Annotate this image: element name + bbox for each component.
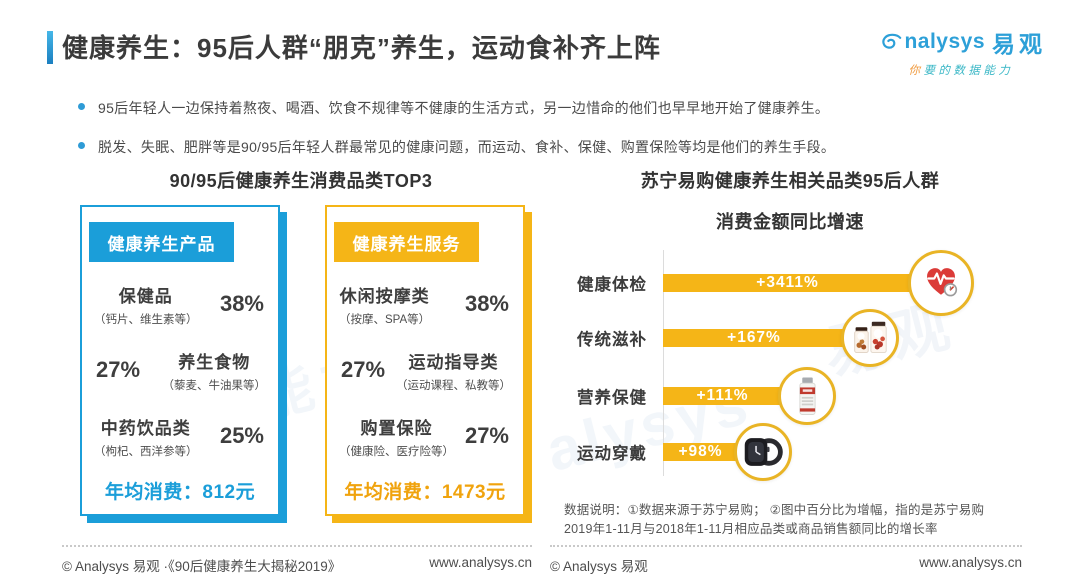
item-name: 运动指导类 bbox=[408, 352, 499, 372]
card-badge: 健康养生服务 bbox=[334, 222, 479, 262]
copyright-text: © Analysys 易观 ·《90后健康养生大揭秘2019》 bbox=[62, 559, 342, 574]
item-sub: （运动课程、私教等） bbox=[396, 379, 511, 392]
chart-axis-line bbox=[663, 250, 664, 476]
bullet-item: 95后年轻人一边保持着熬夜、喝酒、饮食不规律等不健康的生活方式，另一边惜命的他们… bbox=[78, 98, 978, 118]
card-average-spend: 年均消费：1473元 bbox=[344, 482, 506, 503]
chart-row: 健康体检 +3411% bbox=[560, 249, 1030, 316]
chart-value-label: +3411% bbox=[756, 273, 819, 291]
heart-ecg-icon bbox=[908, 249, 974, 316]
chart-category-label: 健康体检 bbox=[577, 275, 647, 294]
item-sub: （按摩、SPA等） bbox=[339, 313, 431, 326]
chart-value-label: +167% bbox=[727, 328, 781, 346]
note-line2: 2019年1-11月与2018年1-11月相应品类或商品销售额同比的增长率 bbox=[564, 521, 938, 536]
logo-brand-latin: nalysys bbox=[904, 30, 985, 53]
chart-bar: +111% bbox=[663, 386, 782, 405]
card-health-services: 健康养生服务 休闲按摩类 （按摩、SPA等） 38% 运动指导类 （运动课程、私… bbox=[325, 205, 525, 516]
item-percent: 27% bbox=[464, 423, 509, 448]
right-title-line1: 苏宁易购健康养生相关品类95后人群 bbox=[640, 171, 940, 191]
item-sub: （藜麦、牛油果等） bbox=[162, 379, 267, 392]
card-health-products: 健康养生产品 保健品 （钙片、维生素等） 38% 养生食物 （藜麦、牛油果等） … bbox=[80, 205, 280, 516]
chart-category-label: 传统滋补 bbox=[577, 330, 647, 349]
item-sub: （钙片、维生素等） bbox=[94, 313, 198, 326]
logo-tagline: 你要的数据能力 bbox=[908, 65, 1014, 77]
summary-bullets: 95后年轻人一边保持着熬夜、喝酒、饮食不规律等不健康的生活方式，另一边惜命的他们… bbox=[78, 98, 978, 176]
bullet-text: 脱发、失眠、肥胖等是90/95后年轻人群最常见的健康问题，而运动、食补、保健、购… bbox=[98, 139, 836, 155]
card-item: 运动指导类 （运动课程、私教等） 27% bbox=[339, 348, 511, 393]
tonic-jars-icon bbox=[841, 308, 899, 367]
chart-category-label: 营养保健 bbox=[577, 388, 647, 407]
left-section-title: 90/95后健康养生消费品类TOP3 bbox=[169, 171, 433, 191]
note-line1: 数据说明：①数据来源于苏宁易购； ②图中百分比为增幅，指的是苏宁易购 bbox=[564, 503, 985, 517]
chart-bar: +3411% bbox=[663, 273, 912, 292]
card-item: 保健品 （钙片、维生素等） 38% bbox=[94, 282, 266, 327]
card-average-spend: 年均消费：812元 bbox=[104, 482, 256, 503]
card-item: 休闲按摩类 （按摩、SPA等） 38% bbox=[339, 282, 511, 327]
title-accent-bar bbox=[47, 31, 53, 64]
item-percent: 38% bbox=[464, 291, 509, 316]
item-percent: 27% bbox=[96, 357, 141, 382]
item-name: 购置保险 bbox=[360, 418, 433, 438]
logo-brand-cjk: 易观 bbox=[992, 31, 1046, 57]
item-percent: 38% bbox=[219, 291, 264, 316]
chart-category-label: 运动穿戴 bbox=[577, 444, 647, 463]
card-item: 中药饮品类 （枸杞、西洋参等） 25% bbox=[94, 414, 266, 459]
chart-bar: +98% bbox=[663, 442, 738, 461]
footer-right: © Analysys 易观 www.analysys.cn bbox=[550, 545, 1022, 575]
item-percent: 25% bbox=[219, 423, 264, 448]
chart-row: 运动穿戴 +98% bbox=[560, 422, 1030, 481]
chart-value-label: +111% bbox=[696, 386, 749, 404]
item-name: 养生食物 bbox=[178, 352, 251, 372]
bullet-dot-icon bbox=[78, 103, 85, 110]
chart-row: 营养保健 +111% bbox=[560, 366, 1030, 425]
data-source-note: 数据说明：①数据来源于苏宁易购； ②图中百分比为增幅，指的是苏宁易购 2019年… bbox=[564, 501, 1022, 539]
card-item: 养生食物 （藜麦、牛油果等） 27% bbox=[94, 348, 266, 393]
card-items: 保健品 （钙片、维生素等） 38% 养生食物 （藜麦、牛油果等） 27% 中药饮… bbox=[82, 267, 278, 469]
supplement-bottle-icon bbox=[778, 366, 836, 425]
page-title: 健康养生：95后人群“朋克”养生，运动食补齐上阵 bbox=[62, 33, 661, 63]
analysys-logo: nalysys 易观 你要的数据能力 bbox=[880, 25, 1046, 78]
website-url: www.analysys.cn bbox=[429, 555, 532, 570]
item-name: 保健品 bbox=[118, 286, 173, 306]
growth-bar-chart: 健康体检 +3411% 传统滋补 +167% bbox=[560, 249, 1030, 481]
item-sub: （健康险、医疗险等） bbox=[339, 445, 454, 458]
card-item: 购置保险 （健康险、医疗险等） 27% bbox=[339, 414, 511, 459]
item-name: 中药饮品类 bbox=[100, 418, 191, 438]
card-badge: 健康养生产品 bbox=[89, 222, 234, 262]
bullet-dot-icon bbox=[78, 142, 85, 149]
copyright-text: © Analysys 易观 bbox=[550, 559, 648, 574]
chart-row: 传统滋补 +167% bbox=[560, 308, 1030, 367]
item-name: 休闲按摩类 bbox=[339, 286, 430, 306]
footer-left: © Analysys 易观 ·《90后健康养生大揭秘2019》 www.anal… bbox=[62, 545, 532, 575]
logo-swirl-icon bbox=[880, 32, 902, 52]
chart-value-label: +98% bbox=[678, 442, 723, 460]
right-section-title: 苏宁易购健康养生相关品类95后人群 消费金额同比增速 bbox=[558, 167, 1022, 234]
chart-bar: +167% bbox=[663, 328, 845, 347]
right-title-line2: 消费金额同比增速 bbox=[716, 212, 864, 232]
bullet-item: 脱发、失眠、肥胖等是90/95后年轻人群最常见的健康问题，而运动、食补、保健、购… bbox=[78, 137, 978, 157]
bullet-text: 95后年轻人一边保持着熬夜、喝酒、饮食不规律等不健康的生活方式，另一边惜命的他们… bbox=[98, 100, 830, 116]
smartwatch-icon bbox=[734, 422, 792, 481]
website-url: www.analysys.cn bbox=[919, 555, 1022, 570]
item-percent: 27% bbox=[341, 357, 386, 382]
item-sub: （枸杞、西洋参等） bbox=[94, 445, 198, 458]
card-items: 休闲按摩类 （按摩、SPA等） 38% 运动指导类 （运动课程、私教等） 27%… bbox=[327, 267, 523, 469]
